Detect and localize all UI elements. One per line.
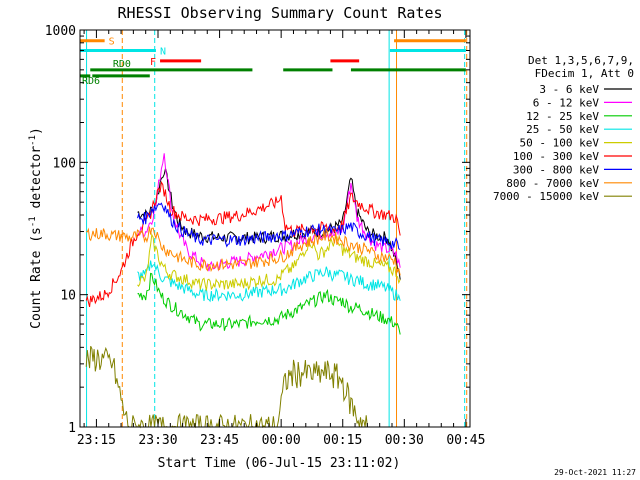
- legend-entry-label: 7000 - 15000 keV: [493, 190, 599, 203]
- y-axis-label-base: Count Rate (s: [29, 227, 44, 329]
- series-line-2: [137, 272, 401, 335]
- x-tick-label: 00:30: [385, 433, 424, 448]
- y-axis-label-sup2: -1: [28, 135, 38, 146]
- plot-layer: S NF RD0 RD6 23:15 23:30 23:45 00:00 00:15 00:30 0…: [45, 24, 486, 448]
- legend-entry-label: 25 - 50 keV: [526, 123, 599, 136]
- x-tick-label: 00:15: [323, 433, 362, 448]
- x-tick-label: 23:15: [77, 433, 116, 448]
- plot-frame: [79, 29, 471, 428]
- legend-header-line: Det 1,3,5,6,7,9,: [528, 54, 634, 67]
- legend-entry-label: 800 - 7000 keV: [506, 177, 599, 190]
- series-line-8: [85, 345, 368, 429]
- series-line-4: [137, 233, 401, 291]
- x-axis-label: Start Time (06-Jul-15 23:11:02): [158, 456, 401, 471]
- state-bar-label: RD6: [82, 76, 100, 87]
- y-tick-label: 100: [53, 156, 76, 171]
- state-bar-label: RD0: [113, 59, 131, 70]
- y-axis-label-mid: detector: [29, 146, 44, 217]
- chart-title: RHESSI Observing Summary Count Rates: [117, 4, 442, 22]
- x-tick-label: 00:45: [446, 433, 485, 448]
- x-tick-label: 23:30: [138, 433, 177, 448]
- legend-entry-label: 100 - 300 keV: [513, 150, 599, 163]
- legend-entry-label: 300 - 800 keV: [513, 163, 599, 176]
- y-tick-label: 1: [68, 421, 76, 436]
- state-bar-label: S: [109, 37, 115, 48]
- legend-header-line: FDecim 1, Att 0: [535, 67, 634, 80]
- series-line-7: [86, 226, 401, 276]
- x-tick-label: 23:45: [200, 433, 239, 448]
- legend-entry-label: 3 - 6 keV: [539, 83, 599, 96]
- y-axis-label-sup1: -1: [28, 216, 38, 227]
- legend-entry-label: 50 - 100 keV: [520, 137, 600, 150]
- y-tick-label: 10: [60, 289, 76, 304]
- series-line-5: [85, 180, 401, 308]
- series-line-3: [137, 260, 401, 303]
- legend-entry-label: 6 - 12 keV: [533, 96, 600, 109]
- y-tick-label: 1000: [45, 24, 76, 39]
- state-bar-label: N: [160, 46, 166, 57]
- series-line-1: [137, 153, 401, 272]
- y-axis-label-end: ): [29, 127, 44, 135]
- series-line-6: [137, 202, 401, 250]
- timestamp: 29-Oct-2021 11:27: [554, 468, 636, 477]
- legend: Det 1,3,5,6,7,9,FDecim 1, Att 0 3 - 6 keV…: [493, 54, 634, 203]
- x-tick-label: 00:00: [262, 433, 301, 448]
- state-bar-label: F: [150, 57, 156, 68]
- y-axis-label: Count Rate (s-1 detector-1): [28, 127, 44, 329]
- legend-entry-label: 12 - 25 keV: [526, 110, 599, 123]
